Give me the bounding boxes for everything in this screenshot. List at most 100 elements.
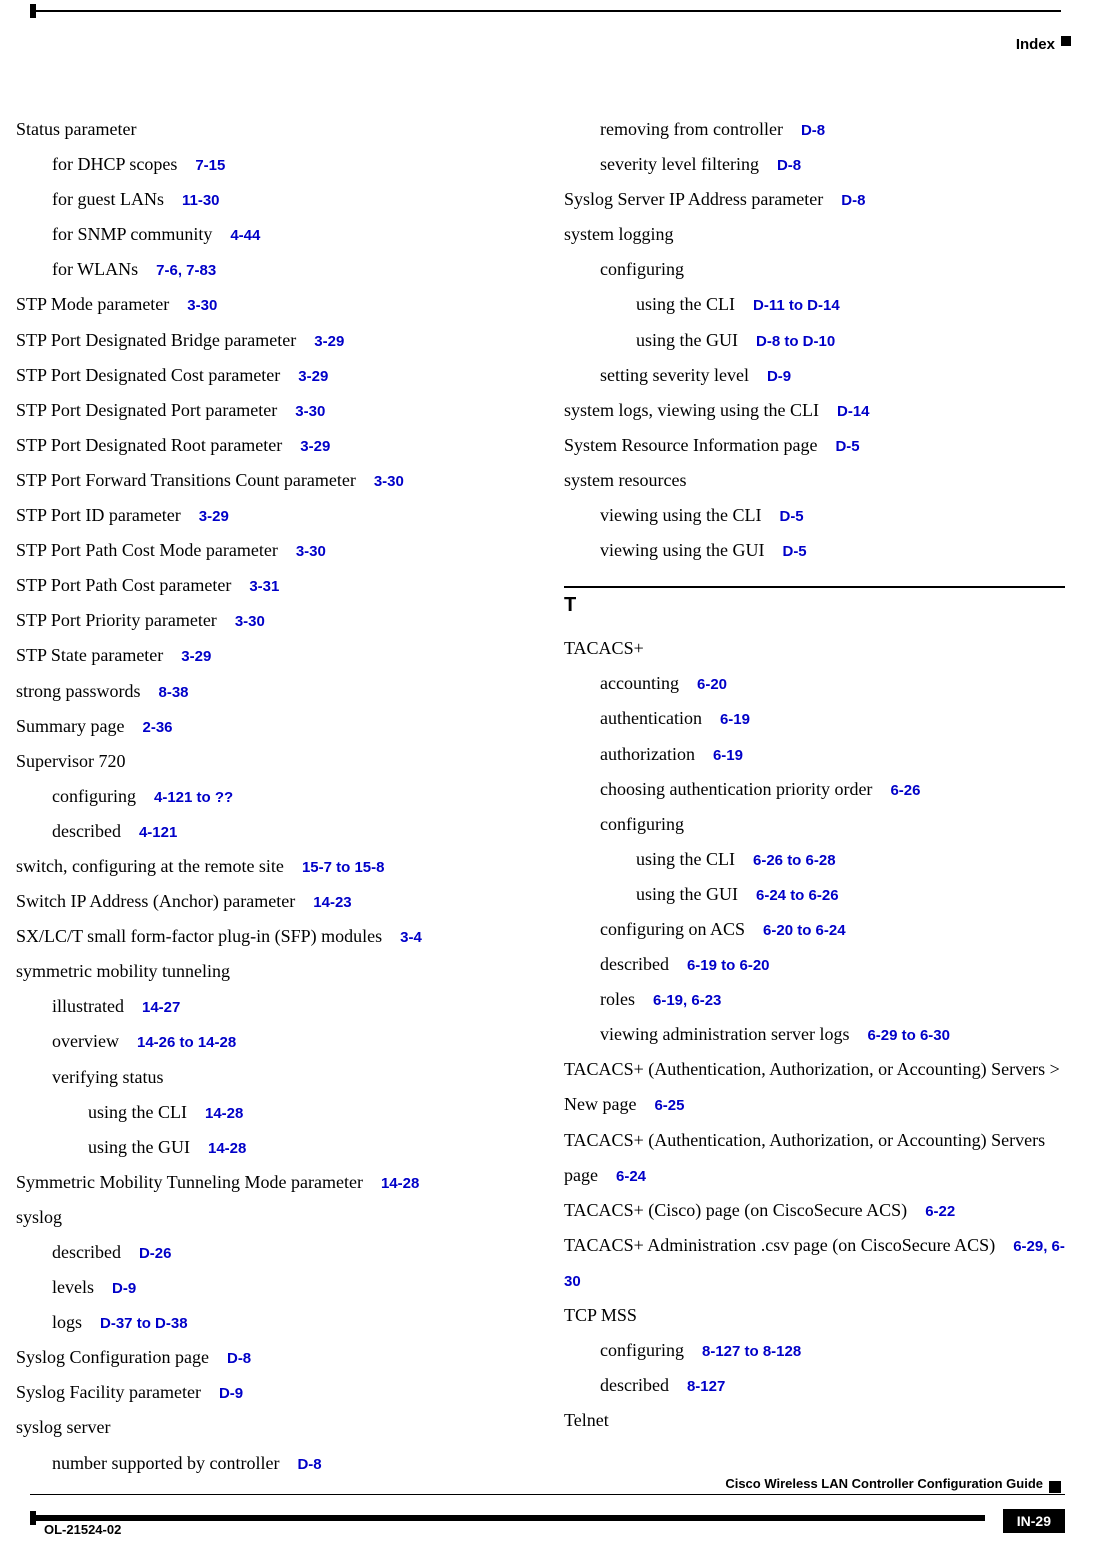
index-entry: authentication 6-19 — [600, 701, 1065, 736]
index-entry-text: Telnet — [564, 1410, 609, 1430]
index-entry-text: STP Port Designated Port parameter — [16, 400, 277, 420]
index-locator-link[interactable]: 14-28 — [205, 1105, 243, 1122]
index-entry: overview14-26 to 14-28 — [52, 1024, 540, 1059]
index-locator-link[interactable]: 6-26 to 6-28 — [753, 852, 836, 869]
index-locator-link[interactable]: 15-7 to 15-8 — [302, 859, 385, 876]
index-locator-link[interactable]: 3-30 — [374, 473, 404, 490]
index-entry: configuring — [600, 252, 1065, 287]
index-locator-link[interactable]: 6-19, 6-23 — [653, 992, 721, 1009]
footer-rule-thin — [30, 1494, 1065, 1495]
index-locator-link[interactable]: 6-19 to 6-20 — [687, 957, 770, 974]
index-locator-link[interactable]: D-26 — [139, 1245, 172, 1262]
index-entry-text: STP State parameter — [16, 645, 163, 665]
index-locator-link[interactable]: 3-30 — [295, 403, 325, 420]
index-locator-link[interactable]: 4-44 — [230, 227, 260, 244]
index-locator-link[interactable]: D-5 — [782, 543, 806, 560]
index-locator-link[interactable]: 3-31 — [249, 578, 279, 595]
index-locator-link[interactable]: D-8 — [841, 192, 865, 209]
index-locator-link[interactable]: 14-27 — [142, 999, 180, 1016]
index-locator-link[interactable]: 6-24 to 6-26 — [756, 887, 839, 904]
index-locator-link[interactable]: D-8 to D-10 — [756, 333, 835, 350]
index-locator-link[interactable]: 3-29 — [314, 333, 344, 350]
index-entry: setting severity levelD-9 — [600, 358, 1065, 393]
index-entry: Syslog Configuration pageD-8 — [16, 1340, 540, 1375]
index-locator-link[interactable]: 4-121 to ?? — [154, 789, 233, 806]
index-locator-link[interactable]: 14-23 — [313, 894, 351, 911]
index-entry: syslog server — [16, 1410, 540, 1445]
index-entry: authorization 6-19 — [600, 737, 1065, 772]
index-entry-text: authentication — [600, 708, 702, 728]
index-entry-text: TACACS+ (Cisco) page (on CiscoSecure ACS… — [564, 1200, 907, 1220]
index-entry-text: removing from controller — [600, 119, 783, 139]
index-entry: for SNMP community4-44 — [52, 217, 540, 252]
index-locator-link[interactable]: D-9 — [767, 368, 791, 385]
index-locator-link[interactable]: 6-20 — [697, 676, 727, 693]
index-locator-link[interactable]: 4-121 — [139, 824, 177, 841]
index-locator-link[interactable]: 6-19 — [720, 711, 750, 728]
index-locator-link[interactable]: D-8 — [227, 1350, 251, 1367]
index-entry-text: configuring — [600, 814, 684, 834]
index-locator-link[interactable]: 8-127 to 8-128 — [702, 1343, 801, 1360]
index-entry-text: strong passwords — [16, 681, 141, 701]
index-entry: system logs, viewing using the CLID-14 — [564, 393, 1065, 428]
index-entry: Switch IP Address (Anchor) parameter14-2… — [16, 884, 540, 919]
index-locator-link[interactable]: 6-26 — [890, 782, 920, 799]
index-locator-link[interactable]: 6-20 to 6-24 — [763, 922, 846, 939]
index-locator-link[interactable]: 2-36 — [142, 719, 172, 736]
index-entry: for guest LANs11-30 — [52, 182, 540, 217]
index-entry: logsD-37 to D-38 — [52, 1305, 540, 1340]
index-entry: Status parameter — [16, 112, 540, 147]
index-locator-link[interactable]: 3-29 — [181, 648, 211, 665]
index-locator-link[interactable]: 3-30 — [187, 297, 217, 314]
index-locator-link[interactable]: D-9 — [219, 1385, 243, 1402]
index-locator-link[interactable]: 14-28 — [381, 1175, 419, 1192]
index-locator-link[interactable]: 6-19 — [713, 747, 743, 764]
index-locator-link[interactable]: 3-4 — [400, 929, 422, 946]
index-entry-text: for DHCP scopes — [52, 154, 177, 174]
index-locator-link[interactable]: D-14 — [837, 403, 870, 420]
index-entry: TACACS+ (Authentication, Authorization, … — [564, 1123, 1065, 1193]
index-locator-link[interactable]: 3-30 — [296, 543, 326, 560]
index-entry: roles6-19, 6-23 — [600, 982, 1065, 1017]
running-head: Index — [1016, 36, 1055, 53]
index-entry-text: TACACS+ (Authentication, Authorization, … — [564, 1059, 1060, 1114]
index-entry-text: STP Port Path Cost parameter — [16, 575, 231, 595]
index-locator-link[interactable]: 8-127 — [687, 1378, 725, 1395]
index-locator-link[interactable]: D-5 — [779, 508, 803, 525]
index-locator-link[interactable]: D-37 to D-38 — [100, 1315, 188, 1332]
index-entry-text: described — [600, 954, 669, 974]
index-locator-link[interactable]: D-11 to D-14 — [753, 297, 840, 314]
index-entry-text: TCP MSS — [564, 1305, 637, 1325]
index-entry-text: using the CLI — [88, 1102, 187, 1122]
index-locator-link[interactable]: 6-29 to 6-30 — [867, 1027, 950, 1044]
index-entry: illustrated14-27 — [52, 989, 540, 1024]
index-locator-link[interactable]: 8-38 — [159, 684, 189, 701]
index-entry: STP Port ID parameter3-29 — [16, 498, 540, 533]
index-entry: Syslog Server IP Address parameterD-8 — [564, 182, 1065, 217]
footer-title: Cisco Wireless LAN Controller Configurat… — [725, 1476, 1043, 1491]
index-entry: TACACS+ — [564, 631, 1065, 666]
index-entry-text: Syslog Facility parameter — [16, 1382, 201, 1402]
index-locator-link[interactable]: 14-26 to 14-28 — [137, 1034, 236, 1051]
index-entry: TACACS+ (Authentication, Authorization, … — [564, 1052, 1065, 1122]
index-locator-link[interactable]: 14-28 — [208, 1140, 246, 1157]
index-locator-link[interactable]: 3-29 — [298, 368, 328, 385]
index-locator-link[interactable]: 7-15 — [195, 157, 225, 174]
index-locator-link[interactable]: 7-6, 7-83 — [156, 262, 216, 279]
index-entry: STP Port Designated Port parameter 3-30 — [16, 393, 540, 428]
index-locator-link[interactable]: D-9 — [112, 1280, 136, 1297]
index-entry-text: configuring — [52, 786, 136, 806]
index-locator-link[interactable]: 11-30 — [182, 192, 220, 209]
index-locator-link[interactable]: D-8 — [801, 122, 825, 139]
index-locator-link[interactable]: 6-22 — [925, 1203, 955, 1220]
index-locator-link[interactable]: D-5 — [835, 438, 859, 455]
index-locator-link[interactable]: 6-24 — [616, 1168, 646, 1185]
footer-docid: OL-21524-02 — [44, 1522, 121, 1537]
index-locator-link[interactable]: 6-25 — [654, 1097, 684, 1114]
index-locator-link[interactable]: 3-29 — [300, 438, 330, 455]
index-entry: removing from controller D-8 — [600, 112, 1065, 147]
index-entry-text: authorization — [600, 744, 695, 764]
index-locator-link[interactable]: D-8 — [777, 157, 801, 174]
index-locator-link[interactable]: 3-29 — [199, 508, 229, 525]
index-locator-link[interactable]: 3-30 — [235, 613, 265, 630]
